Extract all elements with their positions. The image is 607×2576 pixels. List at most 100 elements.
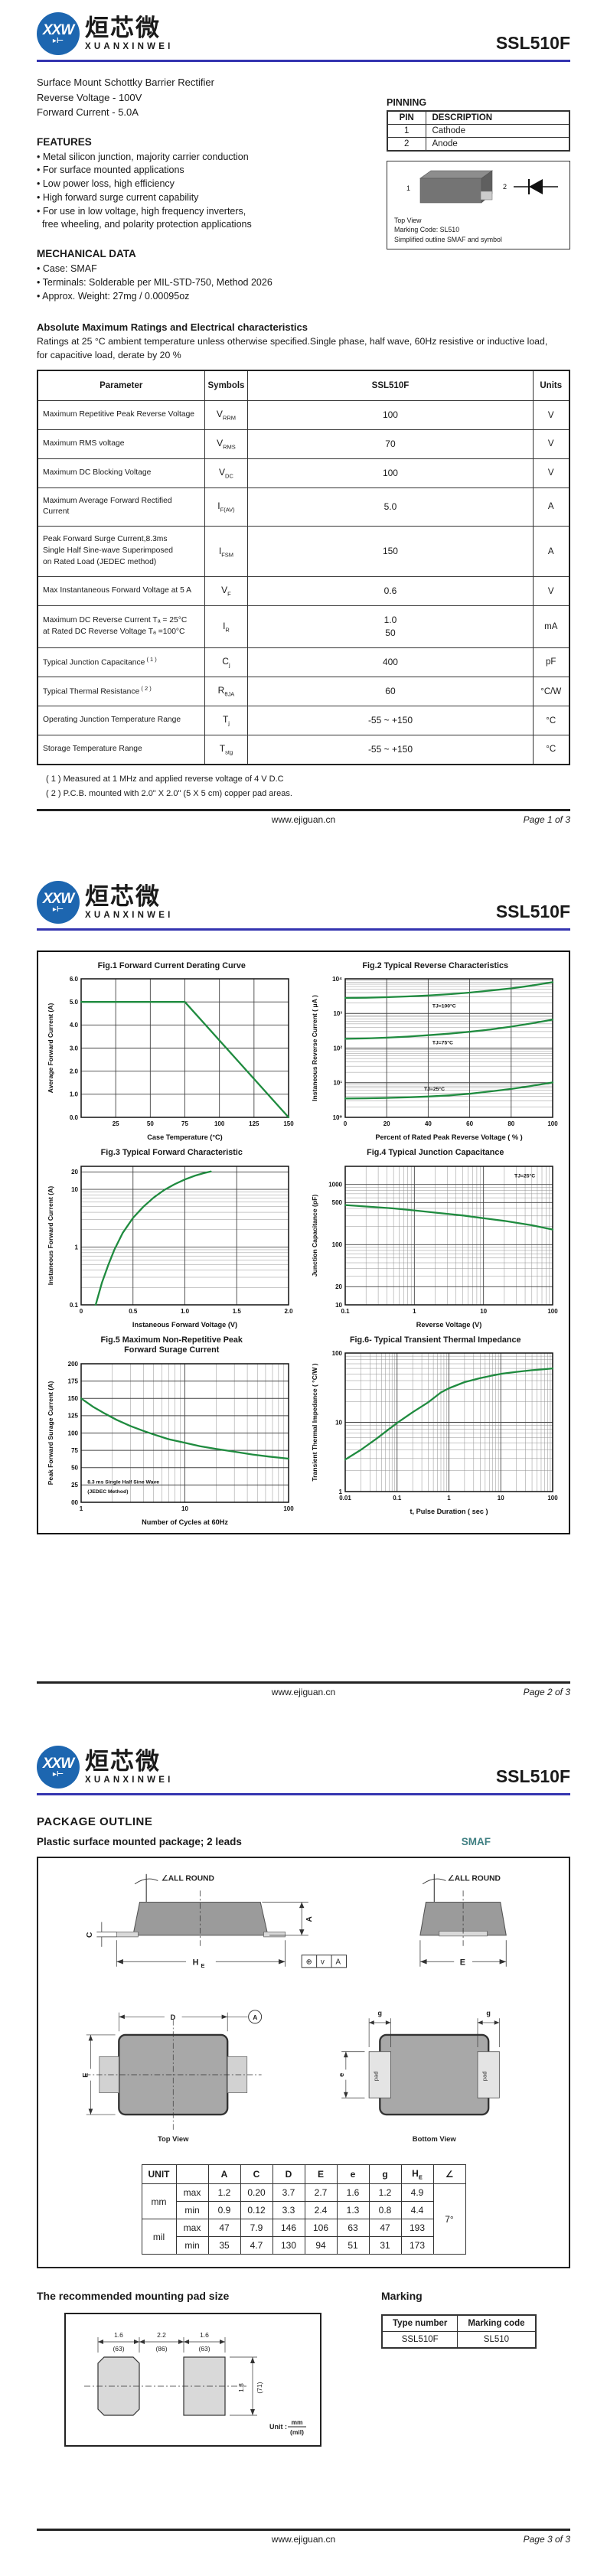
dim-h-a: A — [207, 2164, 241, 2185]
svg-text:Instaneous Reverse Current ( μ: Instaneous Reverse Current ( μA ) — [311, 996, 318, 1102]
pad-dim-1-mil: (63) — [113, 2345, 124, 2353]
brand-logo-text: 烜芯微 XUANXINWEI — [85, 1749, 173, 1785]
datum-position-icon: ⊕ — [306, 1958, 312, 1967]
ratings-row: Peak Forward Surge Current,8.3ms Single … — [37, 526, 570, 578]
svg-text:Peak Forward Surage Current (A: Peak Forward Surage Current (A) — [47, 1381, 54, 1485]
marking-h-code: Marking code — [457, 2314, 536, 2333]
ratings-conditions: Ratings at 25 °C ambient temperature unl… — [37, 336, 548, 360]
svg-text:25: 25 — [71, 1482, 78, 1489]
svg-text:6.0: 6.0 — [70, 976, 79, 983]
ratings-body: Maximum Repetitive Peak Reverse Voltage V… — [37, 400, 570, 765]
figure-1-title: Fig.1 Forward Current Derating Curve — [97, 961, 246, 970]
part-number: SSL510F — [495, 1766, 570, 1786]
svg-text:20: 20 — [335, 1283, 342, 1290]
svg-text:1: 1 — [80, 1505, 83, 1512]
svg-text:20: 20 — [383, 1120, 390, 1127]
dimension-header-row: UNIT A C D E e g HE ∠ — [141, 2164, 466, 2185]
svg-text:Transient Thermal Impedance (: Transient Thermal Impedance ( °C/W ) — [311, 1364, 318, 1482]
svg-text:10: 10 — [335, 1302, 342, 1309]
datum-ref: A — [336, 1958, 341, 1967]
marking-header-row: Type number Marking code — [381, 2314, 536, 2333]
ratings-header-row: Parameter Symbols SSL510F Units — [37, 370, 570, 402]
ratings-row: Operating Junction Temperature Range Tj -5… — [37, 706, 570, 736]
marking-h-type: Type number — [381, 2314, 459, 2333]
brand-name-cn: 烜芯微 — [85, 883, 161, 911]
figure-3: Fig.3 Typical Forward Characteristic 0 0.… — [40, 1148, 304, 1329]
svg-text:10⁰: 10⁰ — [332, 1114, 342, 1121]
dim-he-sub: E — [201, 1962, 205, 1969]
brand-name-en: XUANXINWEI — [85, 41, 174, 51]
package-bottom-view-drawing: pad pad g g — [338, 2009, 500, 2144]
svg-text:10¹: 10¹ — [333, 1080, 342, 1087]
svg-text:0.0: 0.0 — [70, 1114, 79, 1121]
marking-heading: Marking — [381, 2290, 423, 2303]
ratings-row: Typical Junction Capacitance ( 1 ) Cj 400 p… — [37, 647, 570, 677]
svg-text:10³: 10³ — [333, 1011, 342, 1018]
figure-2-plot: 0 20 40 60 80 100 10⁰ 10¹ 10² 10³ 10⁴ TJ=100°C TJ=75… — [309, 972, 562, 1142]
svg-text:0.5: 0.5 — [129, 1308, 138, 1315]
features-heading: FEATURES — [37, 135, 92, 148]
pad-dim-2-mil: (86) — [155, 2345, 167, 2353]
pinning-row: 2 Anode — [387, 137, 570, 152]
svg-text:150: 150 — [284, 1120, 295, 1127]
mechanical-heading: MECHANICAL DATA — [37, 248, 136, 259]
svg-text:100: 100 — [547, 1495, 558, 1502]
ratings-table: Parameter Symbols SSL510F Units Maximum … — [37, 370, 570, 765]
svg-text:100: 100 — [547, 1120, 558, 1127]
brand-name-cn: 烜芯微 — [85, 15, 161, 42]
svg-text:100: 100 — [284, 1505, 295, 1512]
ratings-row: Maximum Repetitive Peak Reverse Voltage V… — [37, 400, 570, 430]
pad-dim-height-mil: (71) — [256, 2382, 263, 2394]
figure-4-plot: 0.1 1 10 100 10 20 100 500 1000 TJ=25°C Reverse Vo… — [309, 1159, 562, 1329]
characteristic-curves-box: Fig.1 Forward Current Derating Curve 25 5… — [37, 951, 570, 1534]
svg-text:2.0: 2.0 — [70, 1068, 79, 1075]
package-top-view-drawing: D A E Top View — [82, 2010, 263, 2144]
dim-h-unit: UNIT — [141, 2164, 177, 2185]
dim-a-label: A — [305, 1916, 314, 1922]
logo-monogram: XXW — [42, 890, 74, 907]
ratings-row: Max Instantaneous Forward Voltage at 5 A… — [37, 576, 570, 606]
svg-text:t, Pulse Duration ( sec ): t, Pulse Duration ( sec ) — [410, 1508, 488, 1515]
page-footer: www.ejiguan.cn Page 2 of 3 — [37, 1681, 570, 1698]
svg-text:Reverse Voltage (V): Reverse Voltage (V) — [416, 1321, 481, 1329]
datasheet-page-1: XXW ▸⊢ 烜芯微 XUANXINWEI SSL510F Surface Mo… — [0, 0, 607, 853]
dim-h-g: g — [368, 2164, 402, 2185]
svg-text:TJ=100°C: TJ=100°C — [432, 1003, 456, 1009]
figure-3-plot: 0 0.5 1.0 1.5 2.0 0.1 1 10 20 Instaneous Forward … — [45, 1159, 298, 1329]
pad-unit-label: Unit : — [269, 2423, 287, 2431]
diode-symbol-icon: ▸⊢ — [52, 36, 64, 45]
svg-text:5.0: 5.0 — [70, 999, 79, 1006]
pad-dim-2-mm: 2.2 — [157, 2331, 166, 2339]
svg-text:10⁴: 10⁴ — [332, 976, 342, 983]
diode-symbol-icon — [514, 179, 558, 194]
page-header: XXW ▸⊢ 烜芯微 XUANXINWEI SSL510F — [37, 1733, 570, 1795]
svg-text:1.0: 1.0 — [70, 1091, 79, 1098]
footnotes: ( 1 ) Measured at 1 MHz and applied reve… — [46, 774, 292, 799]
pin-2-number: 2 — [387, 137, 426, 152]
pad-dim-1-mm: 1.6 — [114, 2331, 123, 2339]
dim-c-label: C — [86, 1932, 94, 1938]
svg-text:100: 100 — [331, 1241, 342, 1248]
dimension-row: mil max 47 7.9 146 106 63 47 193 — [141, 2219, 465, 2255]
brand-name-cn: 烜芯微 — [85, 1748, 161, 1775]
svg-text:Instaneous Forward Current (A: Instaneous Forward Current (A) — [47, 1186, 54, 1286]
figure-5: Fig.5 Maximum Non-Repetitive Peak Forwar… — [40, 1335, 304, 1527]
ratings-header-parameter: Parameter — [37, 370, 205, 402]
svg-text:3.0: 3.0 — [70, 1045, 79, 1052]
svg-text:0.1: 0.1 — [70, 1302, 79, 1309]
pin-1-number: 1 — [387, 124, 426, 138]
dim-h-he: HE — [400, 2164, 434, 2185]
svg-text:100: 100 — [547, 1308, 558, 1315]
svg-text:10: 10 — [181, 1505, 188, 1512]
dimension-row: min 35 4.7 130 94 51 31 173 — [142, 2236, 465, 2255]
pad-dim-height-mm: 1.8 — [237, 2383, 245, 2392]
package-outline-heading: PACKAGE OUTLINE — [37, 1815, 153, 1828]
diode-symbol-icon: ▸⊢ — [52, 905, 64, 914]
figure-1: Fig.1 Forward Current Derating Curve 25 5… — [40, 961, 304, 1142]
svg-text:0: 0 — [80, 1308, 83, 1315]
mounting-pad-heading: The recommended mounting pad size — [37, 2290, 230, 2303]
figure-3-title: Fig.3 Typical Forward Characteristic — [100, 1148, 243, 1158]
ratings-row: Storage Temperature Range Tstg -55 ~ +150 °… — [37, 735, 570, 765]
figure-6-plot: 0.01 0.1 1 10 100 1 10 100 t, Pulse Duration ( s… — [309, 1346, 562, 1516]
figure-5-plot: 1 10 100 00 25 50 75 100 125 150 175 200 8.3 ms Sing… — [45, 1357, 298, 1527]
